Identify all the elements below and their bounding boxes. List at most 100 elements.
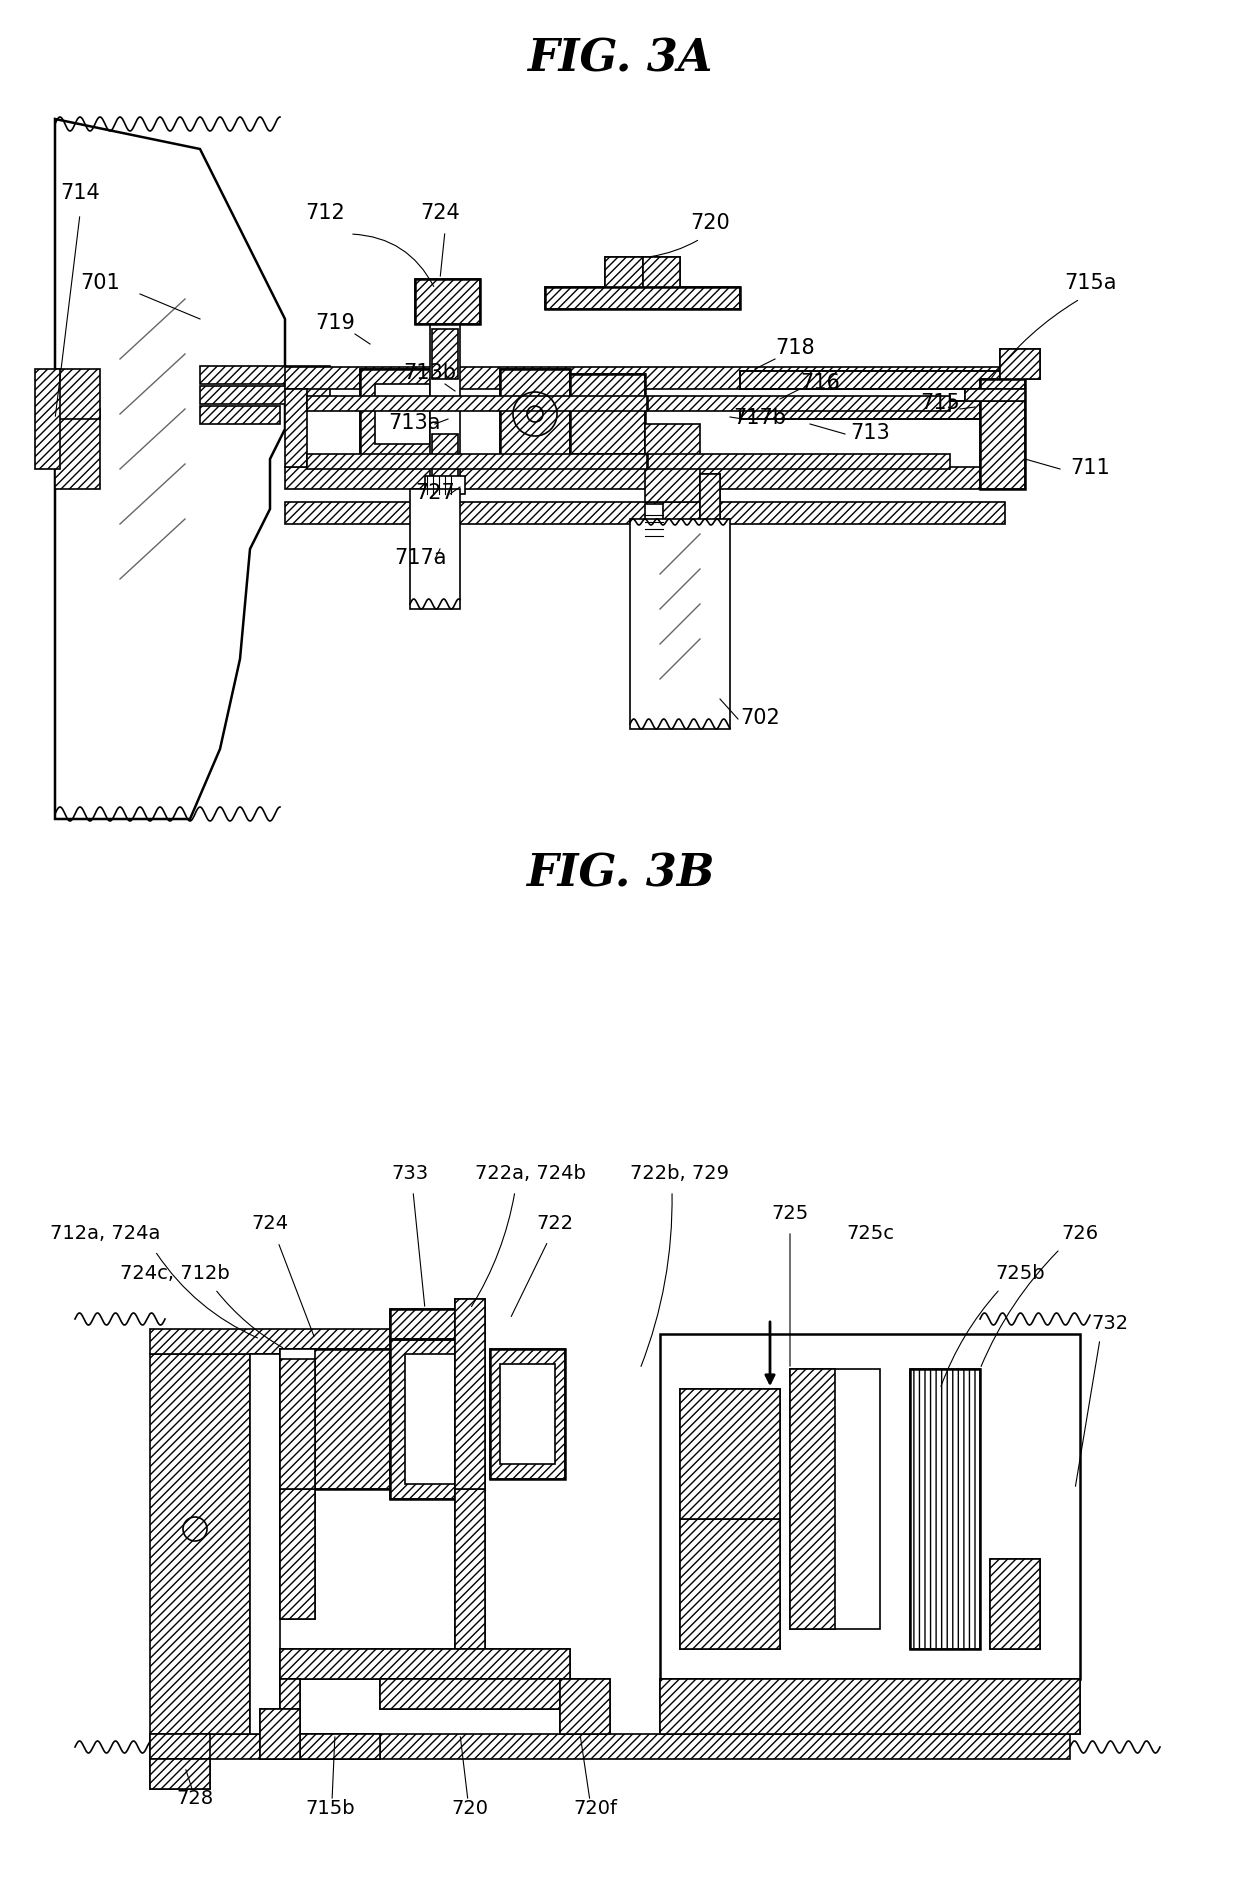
Text: 732: 732 [1091, 1313, 1128, 1332]
Bar [391, 1310, 470, 1340]
Bar [410, 489, 460, 609]
Text: 713b: 713b [403, 363, 456, 383]
Bar [965, 389, 1025, 400]
Text: 715a: 715a [1064, 272, 1116, 293]
Text: 717b: 717b [734, 408, 786, 428]
Bar [500, 1364, 556, 1464]
Bar [405, 1355, 455, 1484]
Bar [415, 278, 480, 323]
Bar [701, 474, 720, 524]
Bar [280, 1349, 315, 1620]
Bar [490, 1349, 565, 1479]
Bar [285, 389, 308, 468]
Text: 725c: 725c [846, 1223, 894, 1244]
Bar [649, 455, 950, 470]
Bar [740, 400, 999, 419]
Bar [308, 455, 647, 470]
Bar [280, 1650, 570, 1680]
Text: 715b: 715b [305, 1798, 355, 1819]
Text: 720: 720 [451, 1798, 489, 1819]
Bar [285, 502, 1004, 524]
Bar [250, 1355, 280, 1734]
Bar [391, 1340, 470, 1499]
Bar [280, 1488, 315, 1620]
Bar [432, 434, 458, 485]
Bar [285, 366, 1004, 389]
Bar [649, 396, 950, 412]
Bar [645, 425, 701, 502]
Bar [605, 257, 680, 287]
Bar [55, 410, 100, 489]
Bar [150, 1759, 210, 1789]
Text: 724: 724 [252, 1214, 289, 1233]
Bar [740, 370, 999, 389]
Bar [999, 349, 1040, 380]
Bar [379, 1680, 580, 1710]
Text: 701: 701 [81, 272, 120, 293]
Bar [360, 368, 445, 458]
Bar [500, 368, 570, 458]
Text: 722b, 729: 722b, 729 [630, 1163, 729, 1184]
Bar [455, 1488, 485, 1680]
Bar [644, 257, 680, 287]
Bar [560, 1680, 610, 1734]
Bar [35, 368, 60, 470]
Bar [425, 475, 465, 494]
Bar [55, 368, 100, 419]
Bar [300, 1734, 379, 1759]
Text: 717a: 717a [394, 549, 446, 567]
Bar [910, 1370, 980, 1650]
Bar [150, 1759, 210, 1789]
Bar [965, 389, 1025, 400]
Text: 702: 702 [740, 708, 780, 727]
Bar [280, 1359, 315, 1488]
Bar [660, 1680, 1080, 1734]
Bar [660, 1334, 1080, 1680]
Bar [150, 1734, 210, 1759]
Text: 733: 733 [392, 1163, 429, 1184]
Text: 726: 726 [1061, 1223, 1099, 1244]
Bar [630, 519, 730, 729]
Bar [280, 1650, 570, 1680]
Polygon shape [55, 118, 285, 819]
Bar [546, 287, 740, 308]
Bar [680, 1389, 780, 1650]
Bar [391, 1310, 470, 1340]
Text: 728: 728 [176, 1789, 213, 1808]
Bar [379, 1680, 580, 1710]
Text: 724: 724 [420, 203, 460, 224]
Bar [645, 504, 663, 539]
Text: 711: 711 [1070, 458, 1110, 477]
Bar [280, 1680, 300, 1734]
Text: 722: 722 [537, 1214, 574, 1233]
Bar [490, 1349, 565, 1479]
Text: 716: 716 [800, 374, 839, 393]
Bar [285, 468, 1004, 489]
Bar [374, 383, 430, 443]
Bar [280, 1349, 391, 1488]
Text: 718: 718 [775, 338, 815, 359]
Text: 724c, 712b: 724c, 712b [120, 1265, 229, 1283]
Text: 727: 727 [415, 483, 455, 504]
Bar [570, 374, 645, 455]
Bar [701, 474, 720, 524]
Bar [790, 1370, 880, 1629]
Bar [260, 1710, 300, 1759]
Bar [455, 1298, 485, 1680]
Text: 712: 712 [305, 203, 345, 224]
Bar [150, 1734, 1070, 1759]
Text: 714: 714 [60, 182, 100, 203]
Bar [546, 287, 740, 308]
Text: FIG. 3B: FIG. 3B [526, 853, 714, 896]
Bar [990, 1560, 1040, 1650]
Bar [999, 349, 1040, 380]
Bar [200, 385, 330, 404]
Bar [980, 380, 1025, 489]
Bar [990, 1560, 1040, 1650]
Text: 725: 725 [771, 1204, 808, 1223]
Text: 725b: 725b [996, 1265, 1045, 1283]
Bar [430, 323, 460, 485]
Bar [280, 1349, 391, 1488]
Bar [605, 257, 644, 287]
Bar [260, 1710, 300, 1759]
